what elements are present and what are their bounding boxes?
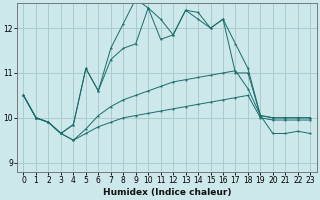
X-axis label: Humidex (Indice chaleur): Humidex (Indice chaleur) [103,188,231,197]
